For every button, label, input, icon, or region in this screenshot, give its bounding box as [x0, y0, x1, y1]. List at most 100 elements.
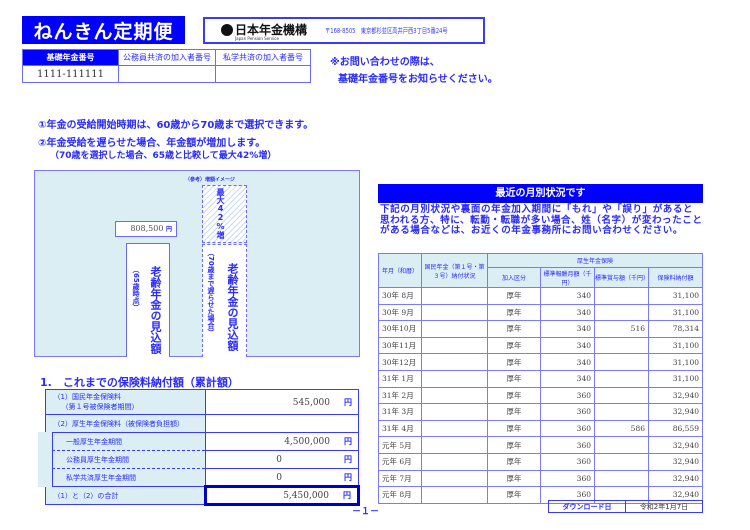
cell-category: 厚年	[487, 320, 541, 338]
cell-national-status	[421, 320, 488, 338]
cell-month: 元年 7月	[378, 469, 422, 488]
id-numbers-table: 基礎年金番号 公務員共済の加入者番号 私学共済の加入者番号 1111-111111	[22, 49, 311, 83]
cell-bonus	[594, 452, 649, 471]
basic-pension-number: 1111-111111	[22, 65, 119, 83]
cell-national-status	[421, 353, 488, 371]
cell-category: 厚年	[487, 386, 541, 405]
table-row: 30年 9月 厚年 340 31,100	[378, 303, 703, 322]
cell-national-status	[421, 386, 488, 405]
monthly-rows: 30年 8月 厚年 340 31,100 30年 9月 厚年 340 31,100 30年10月…	[378, 287, 703, 504]
private-school-number	[215, 65, 311, 83]
cell-bonus	[594, 386, 649, 405]
cell-month: 30年11月	[378, 336, 422, 355]
download-date-label: ダウンロード日	[549, 501, 626, 512]
org-name: 日本年金機構	[235, 23, 308, 37]
note-1: ①年金の受給開始時期は、60歳から70歳まで選択できます。	[38, 120, 314, 131]
cell-premium: 86,559	[648, 419, 703, 438]
table-row: 元年 7月 厚年 360 32,940	[378, 469, 703, 488]
yen-unit: 円	[344, 437, 352, 446]
cell-national-status	[421, 452, 488, 471]
cell-category: 厚年	[487, 436, 541, 454]
cell-category: 厚年	[487, 369, 541, 388]
note-3: （70歳を選択した場合、65歳と比較して最大42%増）	[50, 151, 277, 161]
estimated-amount: 808,500	[130, 224, 164, 233]
cell-premium: 32,940	[648, 469, 703, 488]
cell-month: 30年 9月	[378, 303, 422, 322]
table-row: 31年 1月 厚年 340 31,100	[378, 369, 703, 388]
yen-unit: 円	[344, 472, 352, 482]
yen-unit: 円	[344, 455, 352, 464]
cell-bonus: 586	[594, 419, 649, 438]
organization-box: 日本年金機構 Japan Pension Service 〒168-8505 東…	[203, 17, 485, 44]
col-kosei: 厚生年金保険	[487, 253, 703, 268]
cell-category: 厚年	[487, 469, 541, 488]
cell-national-status	[421, 419, 488, 438]
cell-bonus	[594, 469, 649, 488]
cell-national-status	[421, 287, 488, 305]
payment-label: 私学共済厚生年金期間	[38, 468, 206, 487]
cell-monthly-pay: 360	[540, 436, 595, 454]
cell-premium: 32,940	[648, 386, 703, 405]
cell-national-status	[421, 469, 488, 488]
cell-monthly-pay: 360	[540, 386, 595, 405]
payment-label-line-2: （第１号被保険者期間）	[61, 403, 139, 411]
cell-month: 31年 2月	[378, 386, 422, 405]
col-national: 国民年金（第１号・第３号）納付状況	[421, 253, 488, 288]
cell-premium: 31,100	[648, 287, 703, 305]
monthly-status-title: 最近の月別状況です	[378, 184, 703, 203]
inquiry-line-2: 基礎年金番号をお知らせください。	[338, 74, 498, 85]
table-row: 元年 8月 厚年 360 32,940	[378, 486, 703, 504]
cell-premium: 32,940	[648, 436, 703, 454]
table-row: 一般厚生年金期間 4,500,000 円	[38, 432, 359, 451]
cell-national-status	[421, 486, 488, 504]
payment-amount: 545,000	[292, 397, 330, 408]
yen-unit: 円	[343, 491, 351, 500]
cell-monthly-pay: 340	[540, 336, 595, 355]
payment-amount: 5,450,000	[283, 491, 329, 501]
cell-monthly-pay: 360	[540, 419, 595, 438]
bar-65-sublabel: （65歳時点）	[132, 266, 140, 311]
cell-category: 厚年	[487, 452, 541, 471]
table-row: 公務員厚生年金期間 0 円	[38, 450, 359, 469]
org-logo-icon	[221, 23, 233, 36]
bar-age-70: 老齢年金の見込額 （70歳まで遅らせた場合）	[202, 244, 247, 357]
cell-bonus	[594, 336, 649, 355]
col-bonus: 標準賞与額（千円）	[594, 267, 649, 288]
payments-section-title: 1. これまでの保険料納付額（累計額）	[40, 376, 239, 389]
cell-category: 厚年	[487, 353, 541, 371]
cell-monthly-pay: 360	[540, 452, 595, 471]
cell-month: 元年 5月	[378, 436, 422, 454]
cell-bonus	[594, 303, 649, 322]
payment-amount: 4,500,000	[284, 437, 330, 447]
cell-category: 厚年	[487, 419, 541, 438]
cell-premium: 32,940	[648, 403, 703, 421]
cell-month: 31年 3月	[378, 403, 422, 421]
cell-premium: 31,100	[648, 336, 703, 355]
table-row: 31年 2月 厚年 360 32,940	[378, 386, 703, 405]
payment-label: （2）厚生年金保険料（被保険者負担額）	[44, 414, 206, 433]
payments-table: （1）国民年金保険料 （第１号被保険者期間） 545,000 円 （2）厚生年金保険料…	[38, 389, 360, 506]
payment-label: 公務員厚生年金期間	[38, 450, 206, 469]
cell-national-status	[421, 436, 488, 454]
cell-premium: 31,100	[648, 303, 703, 322]
cell-premium: 78,314	[648, 320, 703, 338]
cell-category: 厚年	[487, 403, 541, 421]
basic-pension-number-header: 基礎年金番号	[22, 49, 119, 66]
cell-premium: 32,940	[648, 486, 703, 504]
table-row: 31年 3月 厚年 360 32,940	[378, 403, 703, 421]
table-row: 31年 4月 厚年 360 586 86,559	[378, 419, 703, 438]
col-premium: 保険料納付額	[648, 267, 703, 288]
cell-premium: 32,940	[648, 452, 703, 471]
bar-70-label: 老齢年金の見込額	[226, 263, 239, 351]
page-number: －１－	[352, 507, 380, 517]
empty-cell	[204, 414, 359, 433]
payment-value: 545,000 円	[204, 389, 359, 415]
payment-amount: 0	[276, 455, 282, 465]
table-row: 元年 5月 厚年 360 32,940	[378, 436, 703, 454]
table-row: 元年 6月 厚年 360 32,940	[378, 452, 703, 471]
cell-month: 30年12月	[378, 353, 422, 371]
civil-servant-number-header: 公務員共済の加入者番号	[118, 49, 216, 66]
cell-national-status	[421, 369, 488, 388]
payment-value: 4,500,000 円	[204, 432, 359, 451]
